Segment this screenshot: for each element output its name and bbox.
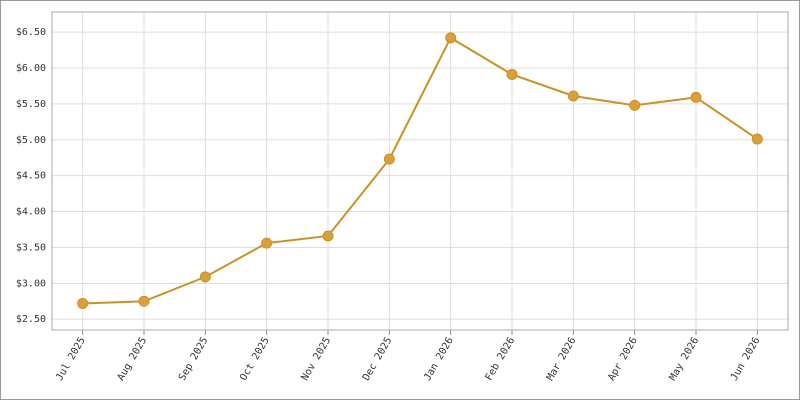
point — [629, 99, 641, 111]
y-tick-label: $6.00 — [16, 63, 46, 74]
y-tick-label: $6.50 — [16, 27, 46, 38]
plot-area — [51, 11, 789, 331]
point — [506, 68, 518, 80]
point — [751, 133, 763, 145]
y-tick-label: $4.00 — [16, 207, 46, 218]
point — [199, 271, 211, 283]
y-tick-label: $5.00 — [16, 135, 46, 146]
point — [138, 295, 150, 307]
point — [567, 90, 579, 102]
y-tick-label: $4.50 — [16, 171, 46, 182]
point — [383, 153, 395, 165]
line — [82, 36, 758, 305]
y-tick-label: $3.50 — [16, 242, 46, 253]
y-tick-label: $2.50 — [16, 314, 46, 325]
point — [322, 230, 334, 242]
point — [690, 91, 702, 103]
point — [261, 237, 273, 249]
y-tick-label: $3.00 — [16, 278, 46, 289]
point — [77, 297, 89, 309]
point — [445, 32, 457, 44]
y-tick-label: $5.50 — [16, 99, 46, 110]
